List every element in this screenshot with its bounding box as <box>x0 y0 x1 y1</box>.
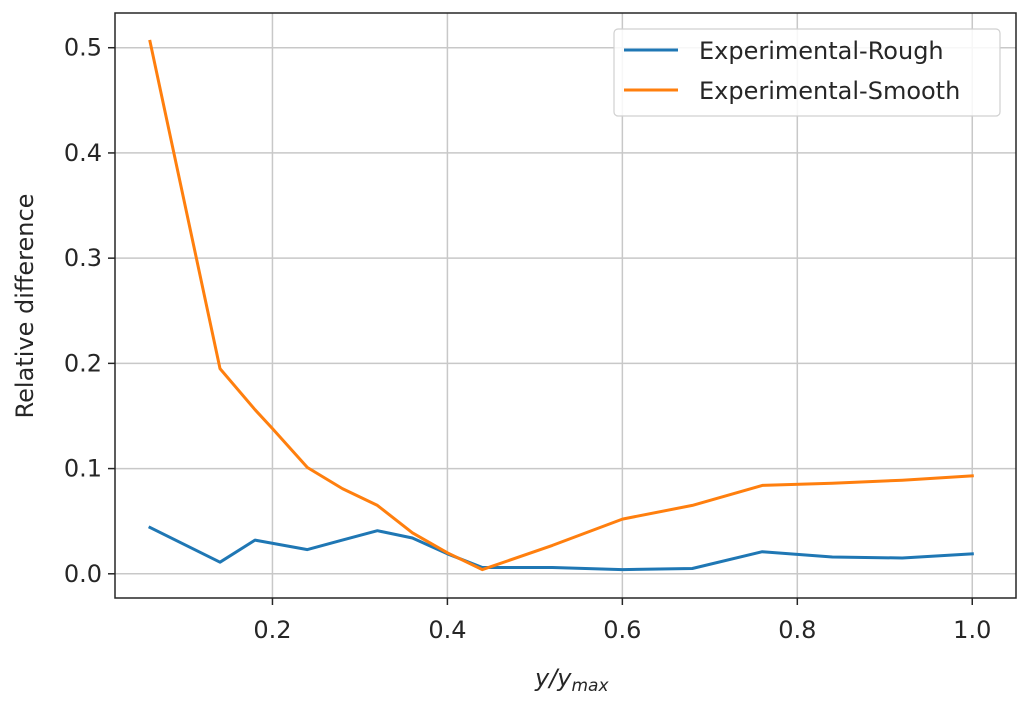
x-tick-label: 0.6 <box>603 616 641 644</box>
y-tick-label: 0.4 <box>64 139 102 167</box>
x-tick-label: 0.4 <box>428 616 466 644</box>
y-tick-label: 0.1 <box>64 455 102 483</box>
y-tick-label: 0.5 <box>64 34 102 62</box>
series-line-smooth <box>148 39 974 572</box>
legend-label-smooth: Experimental-Smooth <box>699 77 960 105</box>
x-axis-label: y/ymax <box>534 664 609 696</box>
legend: Experimental-Rough Experimental-Smooth <box>613 28 1001 117</box>
x-tick-label: 0.2 <box>253 616 291 644</box>
axes-frame <box>114 12 1017 599</box>
legend-label-rough: Experimental-Rough <box>699 37 944 65</box>
ticks: 0.2 0.4 0.6 0.8 1.0 0.0 0.1 0.2 0.3 0.4 0.5 <box>64 34 992 644</box>
x-tick-label: 1.0 <box>953 616 991 644</box>
y-axis-label: Relative difference <box>11 194 39 419</box>
x-tick-label: 0.8 <box>778 616 816 644</box>
x-axis-label-subscript: max <box>572 676 610 696</box>
series-lines <box>147 39 974 572</box>
y-tick-label: 0.3 <box>64 244 102 272</box>
y-tick-label: 0.0 <box>64 560 102 588</box>
x-axis-label-main: y/y <box>534 664 572 692</box>
y-tick-label: 0.2 <box>64 349 102 377</box>
legend-box <box>613 28 1001 117</box>
